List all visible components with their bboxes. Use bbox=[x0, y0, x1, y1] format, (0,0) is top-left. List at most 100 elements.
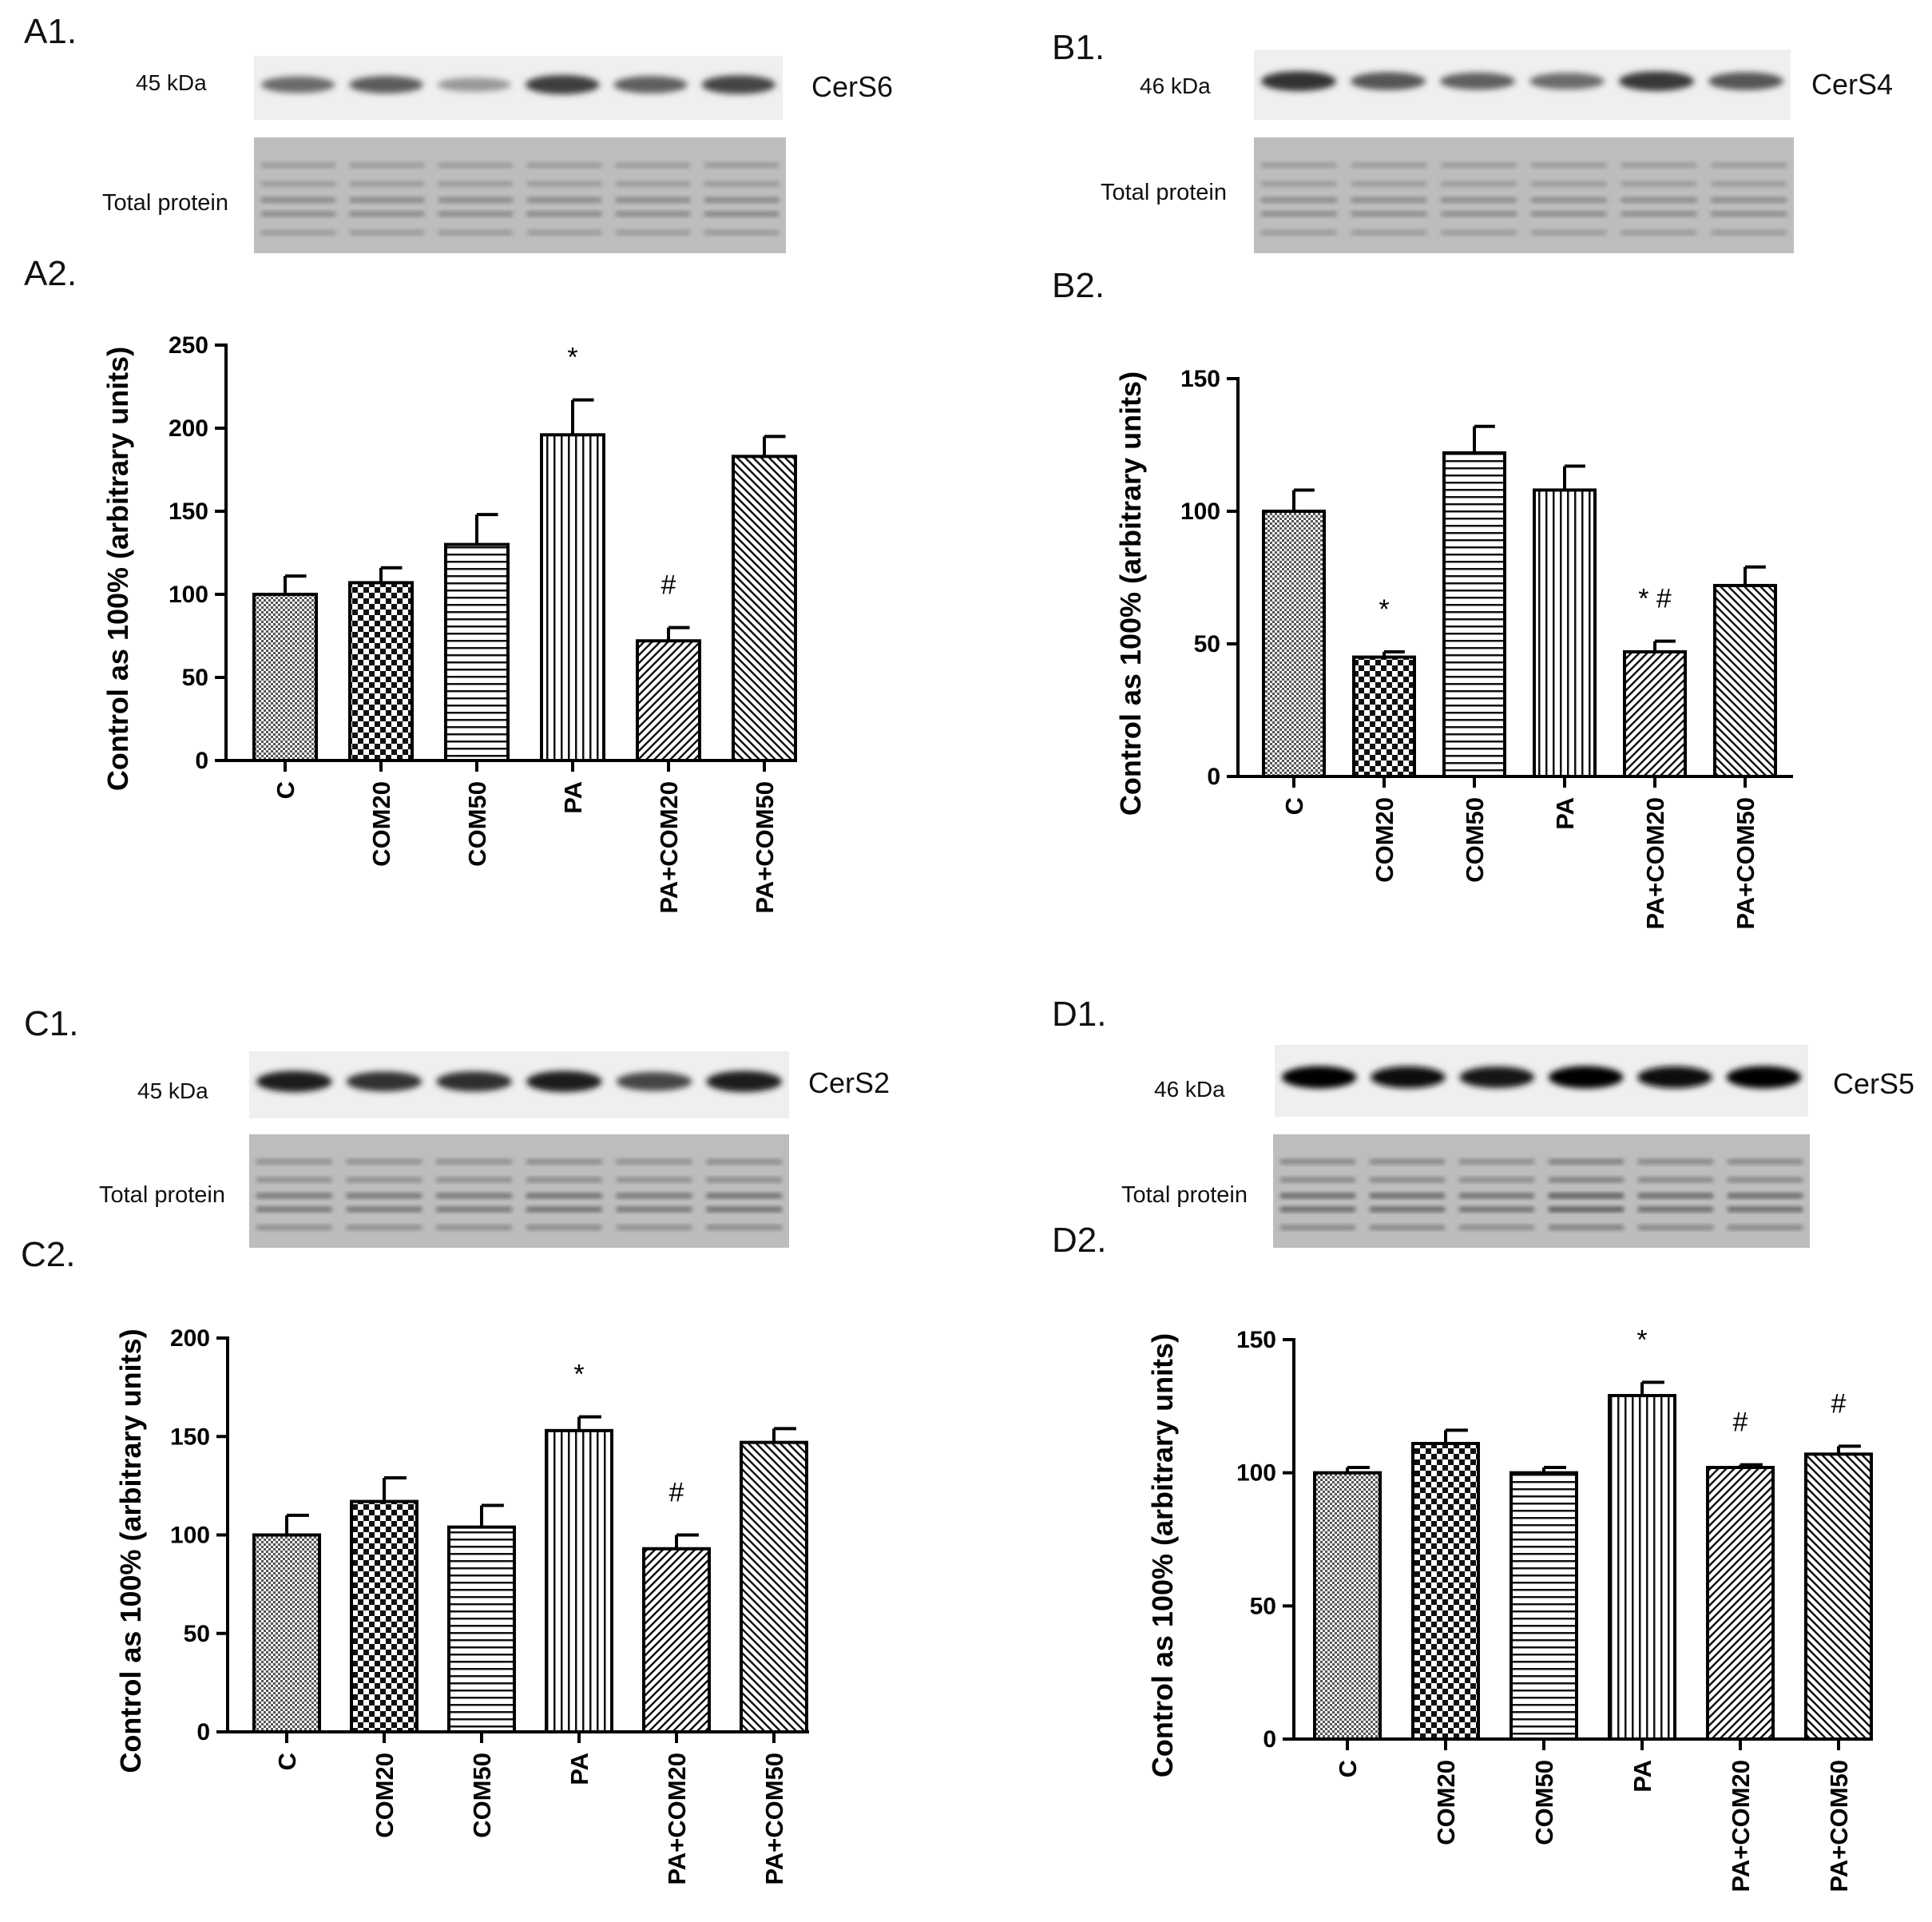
blot-band bbox=[701, 75, 776, 94]
blot-band bbox=[1618, 71, 1695, 91]
blot-band-strip bbox=[249, 1051, 789, 1118]
protein-name: CerS4 bbox=[1811, 68, 1894, 101]
protein-lane-band bbox=[346, 1225, 423, 1230]
blot-band bbox=[1439, 72, 1516, 90]
protein-lane-band bbox=[1531, 162, 1607, 168]
x-tick-label: COM50 bbox=[463, 781, 491, 867]
protein-lane-band bbox=[706, 1206, 782, 1212]
total-protein-label: Total protein bbox=[1101, 180, 1227, 205]
protein-lane-band bbox=[615, 230, 691, 235]
protein-lane-band bbox=[256, 1159, 332, 1165]
protein-lane-band bbox=[704, 230, 780, 235]
bar bbox=[1533, 488, 1597, 778]
protein-lane-band bbox=[1261, 211, 1337, 216]
protein-lane-band bbox=[1369, 1177, 1446, 1182]
protein-lane-band bbox=[260, 197, 336, 203]
y-tick-label: 250 bbox=[169, 332, 208, 359]
significance-mark: * bbox=[1379, 594, 1389, 625]
total-protein-label: Total protein bbox=[102, 190, 228, 216]
y-axis-label: Control as 100% (arbitrary units) bbox=[114, 1328, 147, 1773]
blot-band bbox=[346, 1071, 423, 1092]
protein-lane-band bbox=[1637, 1159, 1714, 1165]
x-tick-label: PA bbox=[1551, 797, 1579, 830]
protein-lane-band bbox=[1261, 230, 1337, 235]
y-tick-label: 0 bbox=[1263, 1726, 1276, 1753]
total-protein-strip bbox=[254, 137, 786, 253]
molecular-weight-label: 46 kDa bbox=[1140, 73, 1211, 98]
bar bbox=[732, 455, 797, 762]
x-tick-label: PA+COM50 bbox=[760, 1753, 788, 1885]
protein-lane-band bbox=[1548, 1159, 1625, 1165]
blot-background bbox=[1275, 1045, 1808, 1117]
y-axis-label: Control as 100% (arbitrary units) bbox=[1146, 1333, 1179, 1777]
x-tick-label: COM50 bbox=[468, 1753, 496, 1838]
protein-lane-band bbox=[256, 1193, 332, 1198]
protein-lane-band bbox=[1531, 230, 1607, 235]
x-tick-label: COM20 bbox=[1432, 1760, 1460, 1845]
protein-lane-band bbox=[1351, 181, 1427, 187]
protein-lane-band bbox=[526, 162, 602, 168]
blot-band bbox=[256, 1070, 332, 1092]
y-tick-label: 150 bbox=[170, 1424, 210, 1450]
protein-lane-band bbox=[438, 197, 514, 203]
x-tick-label: PA+COM50 bbox=[1825, 1760, 1853, 1892]
panel-label-d1: D1. bbox=[1052, 995, 1107, 1034]
bar bbox=[252, 593, 318, 762]
protein-lane-band bbox=[704, 197, 780, 203]
blot-background bbox=[249, 1051, 789, 1118]
y-tick-label: 150 bbox=[1236, 1327, 1276, 1353]
protein-lane-band bbox=[349, 211, 425, 216]
protein-lane-band bbox=[260, 230, 336, 235]
protein-lane-band bbox=[1711, 197, 1787, 203]
significance-mark: # bbox=[661, 570, 676, 601]
significance-mark: * bbox=[567, 343, 577, 373]
protein-lane-band bbox=[1548, 1206, 1625, 1212]
blot-band bbox=[260, 76, 335, 93]
protein-lane-band bbox=[616, 1206, 692, 1212]
protein-lane-band bbox=[256, 1206, 332, 1212]
x-tick-label: PA+COM50 bbox=[751, 781, 779, 914]
protein-lane-band bbox=[616, 1193, 692, 1198]
y-tick-label: 0 bbox=[1207, 764, 1220, 790]
protein-lane-band bbox=[526, 230, 602, 235]
blot-band bbox=[436, 1071, 512, 1092]
bar bbox=[348, 581, 414, 762]
bar bbox=[1706, 1466, 1775, 1741]
x-tick-label: COM20 bbox=[371, 1753, 399, 1838]
blot-band bbox=[1350, 72, 1426, 90]
protein-lane-band bbox=[1548, 1193, 1625, 1198]
protein-lane-band bbox=[1727, 1177, 1803, 1182]
protein-lane-band bbox=[615, 197, 691, 203]
x-tick-label: C bbox=[273, 1753, 301, 1770]
protein-lane-band bbox=[436, 1159, 512, 1165]
protein-name: CerS5 bbox=[1833, 1067, 1915, 1100]
protein-lane-band bbox=[706, 1177, 782, 1182]
protein-lane-band bbox=[526, 181, 602, 187]
protein-lane-band bbox=[1637, 1193, 1714, 1198]
x-tick-label: PA+COM20 bbox=[655, 781, 683, 914]
protein-lane-band bbox=[1727, 1193, 1803, 1198]
protein-lane-band bbox=[1621, 230, 1697, 235]
bar bbox=[1804, 1452, 1873, 1741]
protein-lane-band bbox=[1369, 1225, 1446, 1230]
blot-band bbox=[1726, 1066, 1802, 1089]
protein-lane-band bbox=[704, 211, 780, 216]
protein-lane-band bbox=[615, 211, 691, 216]
protein-lane-band bbox=[1279, 1225, 1356, 1230]
protein-lane-band bbox=[1279, 1193, 1356, 1198]
protein-lane-band bbox=[1441, 211, 1517, 216]
protein-lane-band bbox=[706, 1159, 782, 1165]
total-protein-strip bbox=[1254, 137, 1794, 253]
significance-mark: * bbox=[573, 1360, 584, 1390]
protein-lane-band bbox=[704, 162, 780, 168]
y-tick-label: 0 bbox=[196, 1719, 210, 1745]
protein-lane-band bbox=[1711, 230, 1787, 235]
significance-mark: # bbox=[1733, 1408, 1748, 1438]
blot-background bbox=[254, 56, 783, 120]
y-axis-label: Control as 100% (arbitrary units) bbox=[1114, 371, 1147, 816]
protein-lane-band bbox=[1531, 197, 1607, 203]
protein-lane-band bbox=[349, 162, 425, 168]
significance-mark: # bbox=[669, 1478, 684, 1508]
x-tick-label: PA+COM20 bbox=[1641, 797, 1669, 930]
